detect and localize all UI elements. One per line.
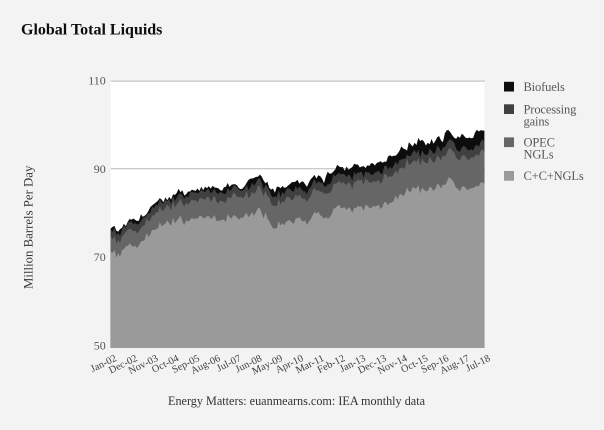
svg-text:Million Barrels Per Day: Million Barrels Per Day [21,165,35,289]
svg-text:50: 50 [94,338,106,352]
svg-text:gains: gains [524,114,550,128]
svg-text:Global Total Liquids: Global Total Liquids [21,22,162,39]
svg-text:OPEC: OPEC [524,135,555,149]
svg-text:Energy Matters: euanmearns.com: Energy Matters: euanmearns.com: IEA mont… [168,394,426,408]
svg-text:90: 90 [94,162,106,176]
svg-text:110: 110 [88,73,106,87]
svg-text:Biofuels: Biofuels [524,80,565,94]
svg-text:C+C+NGLs: C+C+NGLs [524,169,584,183]
svg-text:Processing: Processing [524,102,578,116]
svg-text:NGLs: NGLs [524,148,554,162]
svg-text:70: 70 [94,250,106,264]
